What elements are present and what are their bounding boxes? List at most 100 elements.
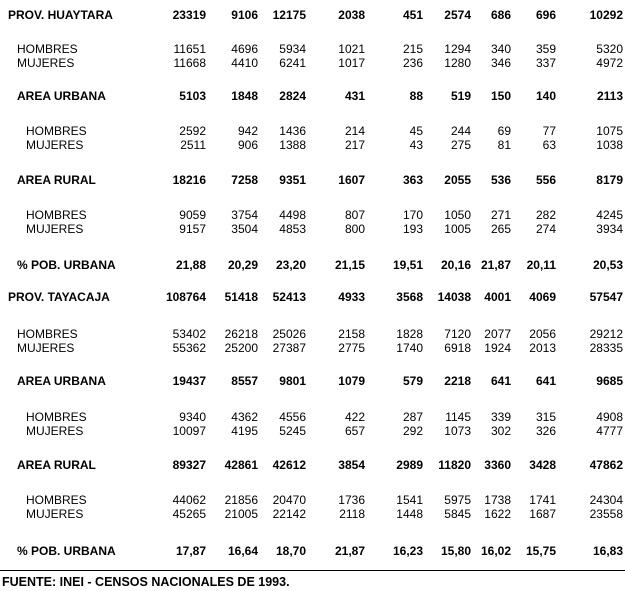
cell-value: 2158 xyxy=(338,327,365,341)
cell-value: 55362 xyxy=(172,341,206,355)
cell-value: 214 xyxy=(344,124,365,138)
cell-value: 6918 xyxy=(444,341,471,355)
cell-value: 5320 xyxy=(596,42,623,56)
cell-value: 1740 xyxy=(396,341,423,355)
cell-value: 4777 xyxy=(596,424,623,438)
cell-value: 51418 xyxy=(224,290,258,304)
cell-value: 25026 xyxy=(272,327,306,341)
row-label: PROV. TAYACAJA xyxy=(8,290,110,304)
table-row: HOMBRES 11651 4696 5934 1021 215 1294 340 359 532… xyxy=(0,42,625,56)
cell-value: 21005 xyxy=(224,507,258,521)
cell-value: 20,53 xyxy=(592,258,623,272)
cell-value: 16,23 xyxy=(392,544,423,558)
row-spacer xyxy=(0,521,625,544)
row-label: HOMBRES xyxy=(26,493,87,507)
row-spacer xyxy=(0,236,625,258)
cell-value: 2118 xyxy=(339,507,365,521)
row-spacer xyxy=(0,355,625,374)
cell-value: 2775 xyxy=(338,341,365,355)
cell-value: 21,87 xyxy=(334,544,365,558)
cell-value: 150 xyxy=(490,89,511,103)
cell-value: 18,70 xyxy=(275,544,306,558)
cell-value: 2013 xyxy=(529,341,556,355)
cell-value: 3754 xyxy=(231,208,258,222)
cell-value: 641 xyxy=(490,374,511,388)
cell-value: 5103 xyxy=(179,89,206,103)
row-label: AREA RURAL xyxy=(17,458,96,472)
cell-value: 23558 xyxy=(589,507,623,521)
cell-value: 1079 xyxy=(338,374,365,388)
cell-value: 4069 xyxy=(529,290,556,304)
row-label: HOMBRES xyxy=(17,327,78,341)
cell-value: 8557 xyxy=(231,374,258,388)
table-row: HOMBRES 9340 4362 4556 422 287 1145 339 315 4908 xyxy=(0,410,625,424)
cell-value: 271 xyxy=(490,208,511,222)
cell-value: 11820 xyxy=(438,458,471,472)
cell-value: 4972 xyxy=(596,56,623,70)
table-row: % POB. URBANA 17,87 16,64 18,70 21,87 16,23 15… xyxy=(0,544,625,558)
row-label: % POB. URBANA xyxy=(17,544,116,558)
cell-value: 23,20 xyxy=(275,258,306,272)
cell-value: 287 xyxy=(402,410,423,424)
row-spacer xyxy=(0,304,625,327)
cell-value: 1388 xyxy=(279,138,306,152)
table-row: PROV. TAYACAJA 108764 51418 52413 4933 3568 14… xyxy=(0,290,625,304)
cell-value: 9801 xyxy=(279,374,306,388)
cell-value: 359 xyxy=(535,42,556,56)
cell-value: 25200 xyxy=(224,341,258,355)
table-body: PROV. HUAYTARA 23319 9106 12175 2038 451 2574 6… xyxy=(0,8,625,558)
cell-value: 17,87 xyxy=(175,544,206,558)
cell-value: 21,15 xyxy=(334,258,365,272)
cell-value: 3428 xyxy=(529,458,556,472)
cell-value: 22142 xyxy=(272,507,306,521)
cell-value: 1741 xyxy=(529,493,556,507)
cell-value: 42612 xyxy=(272,458,306,472)
table-row: MUJERES 2511 906 1388 217 43 275 81 63 1038 xyxy=(0,138,625,152)
cell-value: 4933 xyxy=(338,290,365,304)
cell-value: 10292 xyxy=(589,8,623,22)
cell-value: 47862 xyxy=(589,458,623,472)
cell-value: 2218 xyxy=(444,374,471,388)
cell-value: 9685 xyxy=(596,374,623,388)
cell-value: 11668 xyxy=(173,56,206,70)
cell-value: 4410 xyxy=(231,56,258,70)
cell-value: 556 xyxy=(535,173,556,187)
cell-value: 1280 xyxy=(444,56,471,70)
cell-value: 519 xyxy=(450,89,471,103)
cell-value: 1738 xyxy=(484,493,511,507)
table-row: MUJERES 10097 4195 5245 657 292 1073 302 326 4777 xyxy=(0,424,625,438)
cell-value: 89327 xyxy=(172,458,206,472)
cell-value: 21,87 xyxy=(480,258,511,272)
row-spacer xyxy=(0,70,625,89)
cell-value: 3360 xyxy=(484,458,511,472)
row-label: AREA RURAL xyxy=(17,173,96,187)
source-note: FUENTE: INEI - CENSOS NACIONALES DE 1993… xyxy=(2,575,290,589)
row-spacer xyxy=(0,472,625,493)
cell-value: 16,02 xyxy=(480,544,511,558)
cell-value: 906 xyxy=(237,138,258,152)
cell-value: 108764 xyxy=(165,290,206,304)
cell-value: 7120 xyxy=(444,327,471,341)
cell-value: 236 xyxy=(402,56,423,70)
cell-value: 807 xyxy=(344,208,365,222)
cell-value: 45265 xyxy=(172,507,206,521)
table-row: AREA RURAL 89327 42861 42612 3854 2989 11820 33… xyxy=(0,458,625,472)
cell-value: 9340 xyxy=(179,410,206,424)
cell-value: 9059 xyxy=(179,208,206,222)
cell-value: 1050 xyxy=(444,208,471,222)
cell-value: 1436 xyxy=(279,124,306,138)
cell-value: 215 xyxy=(402,42,423,56)
cell-value: 1075 xyxy=(596,124,623,138)
cell-value: 5934 xyxy=(279,42,306,56)
cell-value: 1017 xyxy=(338,56,365,70)
cell-value: 8179 xyxy=(596,173,623,187)
cell-value: 26218 xyxy=(224,327,258,341)
cell-value: 1038 xyxy=(596,138,623,152)
cell-value: 27387 xyxy=(272,341,306,355)
row-spacer xyxy=(0,388,625,410)
cell-value: 20,16 xyxy=(440,258,471,272)
cell-value: 641 xyxy=(535,374,556,388)
cell-value: 1294 xyxy=(444,42,471,56)
row-spacer xyxy=(0,438,625,458)
cell-value: 686 xyxy=(490,8,511,22)
